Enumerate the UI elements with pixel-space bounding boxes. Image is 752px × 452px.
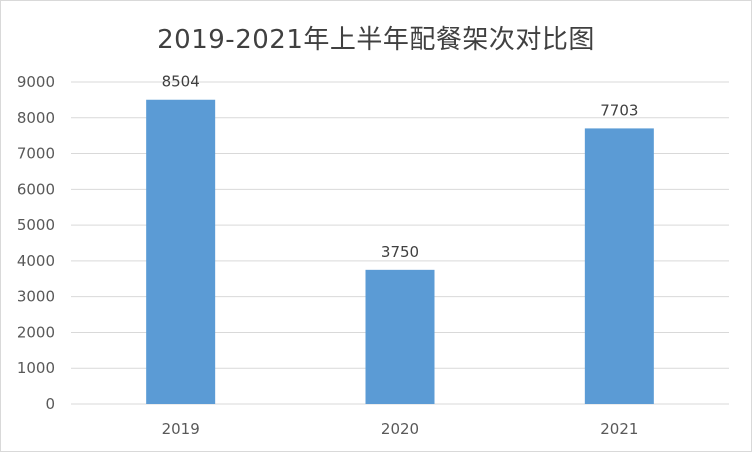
data-label-2019: 8504: [162, 73, 200, 91]
y-tick-label-3000: 3000: [17, 288, 55, 306]
data-label-2021: 7703: [600, 101, 638, 119]
y-tick-label-6000: 6000: [17, 180, 55, 198]
bar-2021: [584, 128, 654, 404]
data-label-2020: 3750: [381, 243, 419, 261]
y-tick-label-5000: 5000: [17, 216, 55, 234]
bar-2020: [365, 269, 435, 404]
y-tick-label-1000: 1000: [17, 359, 55, 377]
x-tick-label-2019: 2019: [162, 420, 200, 438]
x-tick-label-2020: 2020: [381, 420, 419, 438]
y-tick-label-7000: 7000: [17, 145, 55, 163]
chart-title: 2019-2021年上半年配餐架次对比图: [157, 25, 595, 55]
y-tick-label-9000: 9000: [17, 73, 55, 91]
y-tick-label-8000: 8000: [17, 109, 55, 127]
y-tick-label-2000: 2000: [17, 323, 55, 341]
y-tick-label-0: 0: [45, 395, 55, 413]
bar-2019: [146, 99, 216, 404]
y-tick-label-4000: 4000: [17, 252, 55, 270]
x-tick-label-2021: 2021: [600, 420, 638, 438]
